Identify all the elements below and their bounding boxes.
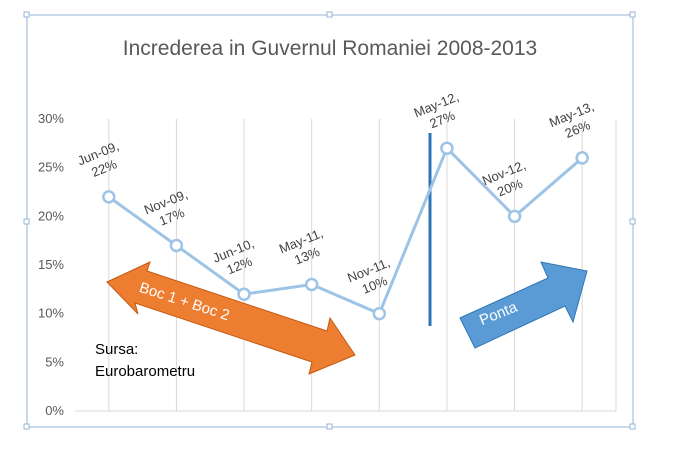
data-point-Nov-09 [169,238,184,253]
y-tick-label: 20% [38,208,64,223]
y-tick-label: 25% [38,160,64,175]
chart-title: Increderea in Guvernul Romaniei 2008-201… [123,37,537,60]
data-point-Nov-11 [372,306,387,321]
y-axis: 0% 5% 10% 15% 20% 25% 30% [38,111,64,418]
series-line-trust [102,141,589,321]
series-line [107,146,584,316]
data-point-May-11 [304,277,319,292]
data-point-May-13 [575,151,589,165]
data-point-May-12 [440,141,454,155]
y-tick-label: 15% [38,257,64,272]
data-point-Jun-10 [237,287,251,301]
data-point-Jun-09 [102,190,116,204]
data-point-Nov-12 [507,209,522,224]
y-tick-label: 30% [38,111,64,126]
y-tick-label: 0% [45,403,64,418]
y-tick-label: 5% [45,354,64,369]
source-value: Eurobarometru [95,363,195,380]
frame-handles [23,11,636,430]
source-label: Sursa: [95,341,138,358]
y-tick-label: 10% [38,306,64,321]
